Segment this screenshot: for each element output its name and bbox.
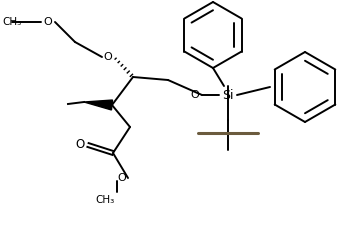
- Text: O: O: [103, 52, 112, 62]
- Text: O: O: [190, 90, 199, 100]
- Text: CH₃: CH₃: [3, 17, 21, 27]
- Text: Si: Si: [222, 89, 234, 102]
- Text: O: O: [76, 137, 84, 150]
- Text: O: O: [118, 173, 126, 183]
- Text: CH₃: CH₃: [95, 195, 115, 205]
- Text: O: O: [44, 17, 52, 27]
- Polygon shape: [84, 100, 112, 110]
